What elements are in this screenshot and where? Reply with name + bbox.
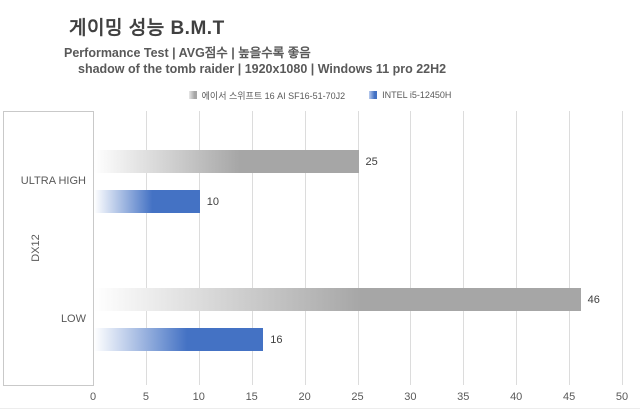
category-label-ultra-high: ULTRA HIGH [20,175,86,187]
x-axis-tick-label: 5 [142,391,149,403]
legend-marker-gray-icon [188,91,197,99]
category-axis-box [3,111,94,386]
legend-label-acer-swift: 에이서 스위프트 16 AI SF16-51-70J2 [201,90,346,101]
x-axis-tick-label: 20 [298,391,311,403]
gridline [145,111,147,385]
bar-value-label: 25 [365,155,378,168]
gridline [198,111,200,385]
bar-ultra-high-series1 [94,190,200,213]
gridline [463,111,465,385]
legend: 에이서 스위프트 16 AI SF16-51-70J2 INTEL i5-124… [0,87,640,103]
gridline [569,111,571,385]
x-axis-tick-label: 25 [351,391,364,403]
gridline [622,111,623,385]
gridline [251,111,253,385]
bar-value-label: 10 [206,195,220,208]
category-label-low: LOW [60,313,86,325]
legend-marker-blue-icon [369,91,378,99]
x-axis-tick-label: 15 [245,391,258,403]
x-axis-tick-label: 35 [457,391,470,403]
x-axis-tick-label: 30 [404,391,417,403]
x-axis-tick-label: 40 [510,391,523,403]
gridline [304,111,306,385]
legend-item-acer-swift: 에이서 스위프트 16 AI SF16-51-70J2 [188,89,346,102]
gridline [516,111,518,385]
chart-title: 게이밍 성능 B.M.T [69,18,225,39]
bar-value-label: 46 [587,293,600,306]
bottom-divider [0,408,640,409]
x-axis-tick-label: 10 [192,391,205,403]
chart-subtitle-line1: Performance Test | AVG점수 | 높을수록 좋음 [64,46,311,60]
bar-ultra-high-series0 [94,150,359,173]
bar-low-series1 [94,328,264,351]
chart-subtitle-line2: shadow of the tomb raider | 1920x1080 | … [78,62,447,76]
x-axis-tick-label: 45 [562,391,576,403]
bar-low-series0 [94,288,581,311]
x-axis-tick-label: 0 [89,391,97,403]
gridline [410,111,412,385]
bar-value-label: 16 [270,333,283,346]
legend-item-intel: INTEL i5-12450H [369,90,451,100]
group-label-dx12: DX12 [30,234,42,262]
legend-label-intel: INTEL i5-12450H [382,90,452,100]
x-axis-tick-label: 50 [615,391,629,403]
gridline [357,111,359,385]
